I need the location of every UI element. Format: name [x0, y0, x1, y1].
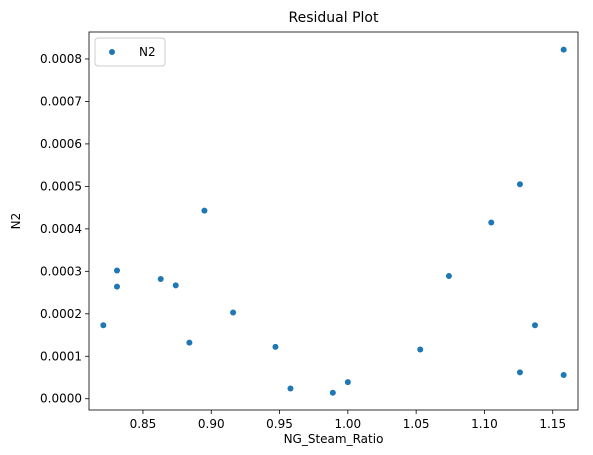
y-tick-label: 0.0007: [40, 94, 82, 108]
data-point: [114, 283, 121, 290]
data-point: [114, 267, 121, 274]
x-tick-label: 1.00: [334, 417, 361, 431]
legend-marker: [109, 49, 115, 55]
data-point: [344, 379, 351, 386]
data-point: [157, 275, 164, 282]
y-tick-label: 0.0000: [40, 392, 82, 406]
data-point: [516, 369, 523, 376]
data-point: [172, 282, 179, 289]
data-point: [560, 46, 567, 53]
x-tick-label: 1.15: [539, 417, 566, 431]
data-point: [445, 273, 452, 280]
legend-box: [94, 37, 166, 67]
chart-title: Residual Plot: [289, 10, 379, 26]
y-tick-label: 0.0001: [40, 349, 82, 363]
y-axis-label: N2: [9, 213, 23, 230]
data-point: [531, 322, 538, 329]
data-point: [488, 219, 495, 226]
x-tick-label: 1.05: [403, 417, 430, 431]
x-tick-label: 1.10: [471, 417, 498, 431]
legend: N2: [94, 37, 166, 67]
data-point: [201, 207, 208, 214]
data-point: [230, 309, 237, 316]
axes-frame: [88, 31, 579, 411]
y-tick-label: 0.0005: [40, 179, 82, 193]
y-tick-label: 0.0008: [40, 52, 82, 66]
y-tick-label: 0.0004: [40, 222, 82, 236]
data-point: [100, 322, 107, 329]
data-point: [272, 343, 279, 350]
data-point: [417, 346, 424, 353]
x-tick-label: 0.85: [130, 417, 157, 431]
plot-area: 0.85 0.90 0.95 1.00 1.05 1.10 1.15 0.0000 0.0001…: [40, 31, 579, 431]
legend-label: N2: [139, 45, 156, 59]
y-tick-label: 0.0003: [40, 264, 82, 278]
y-tick-label: 0.0002: [40, 307, 82, 321]
data-point: [186, 339, 193, 346]
y-tick-label: 0.0006: [40, 137, 82, 151]
data-point: [329, 389, 336, 396]
data-point: [516, 181, 523, 188]
x-axis-label: NG_Steam_Ratio: [284, 432, 384, 446]
data-point: [560, 371, 567, 378]
x-tick-label: 0.90: [198, 417, 225, 431]
data-point: [287, 385, 294, 392]
x-tick-label: 0.95: [266, 417, 293, 431]
